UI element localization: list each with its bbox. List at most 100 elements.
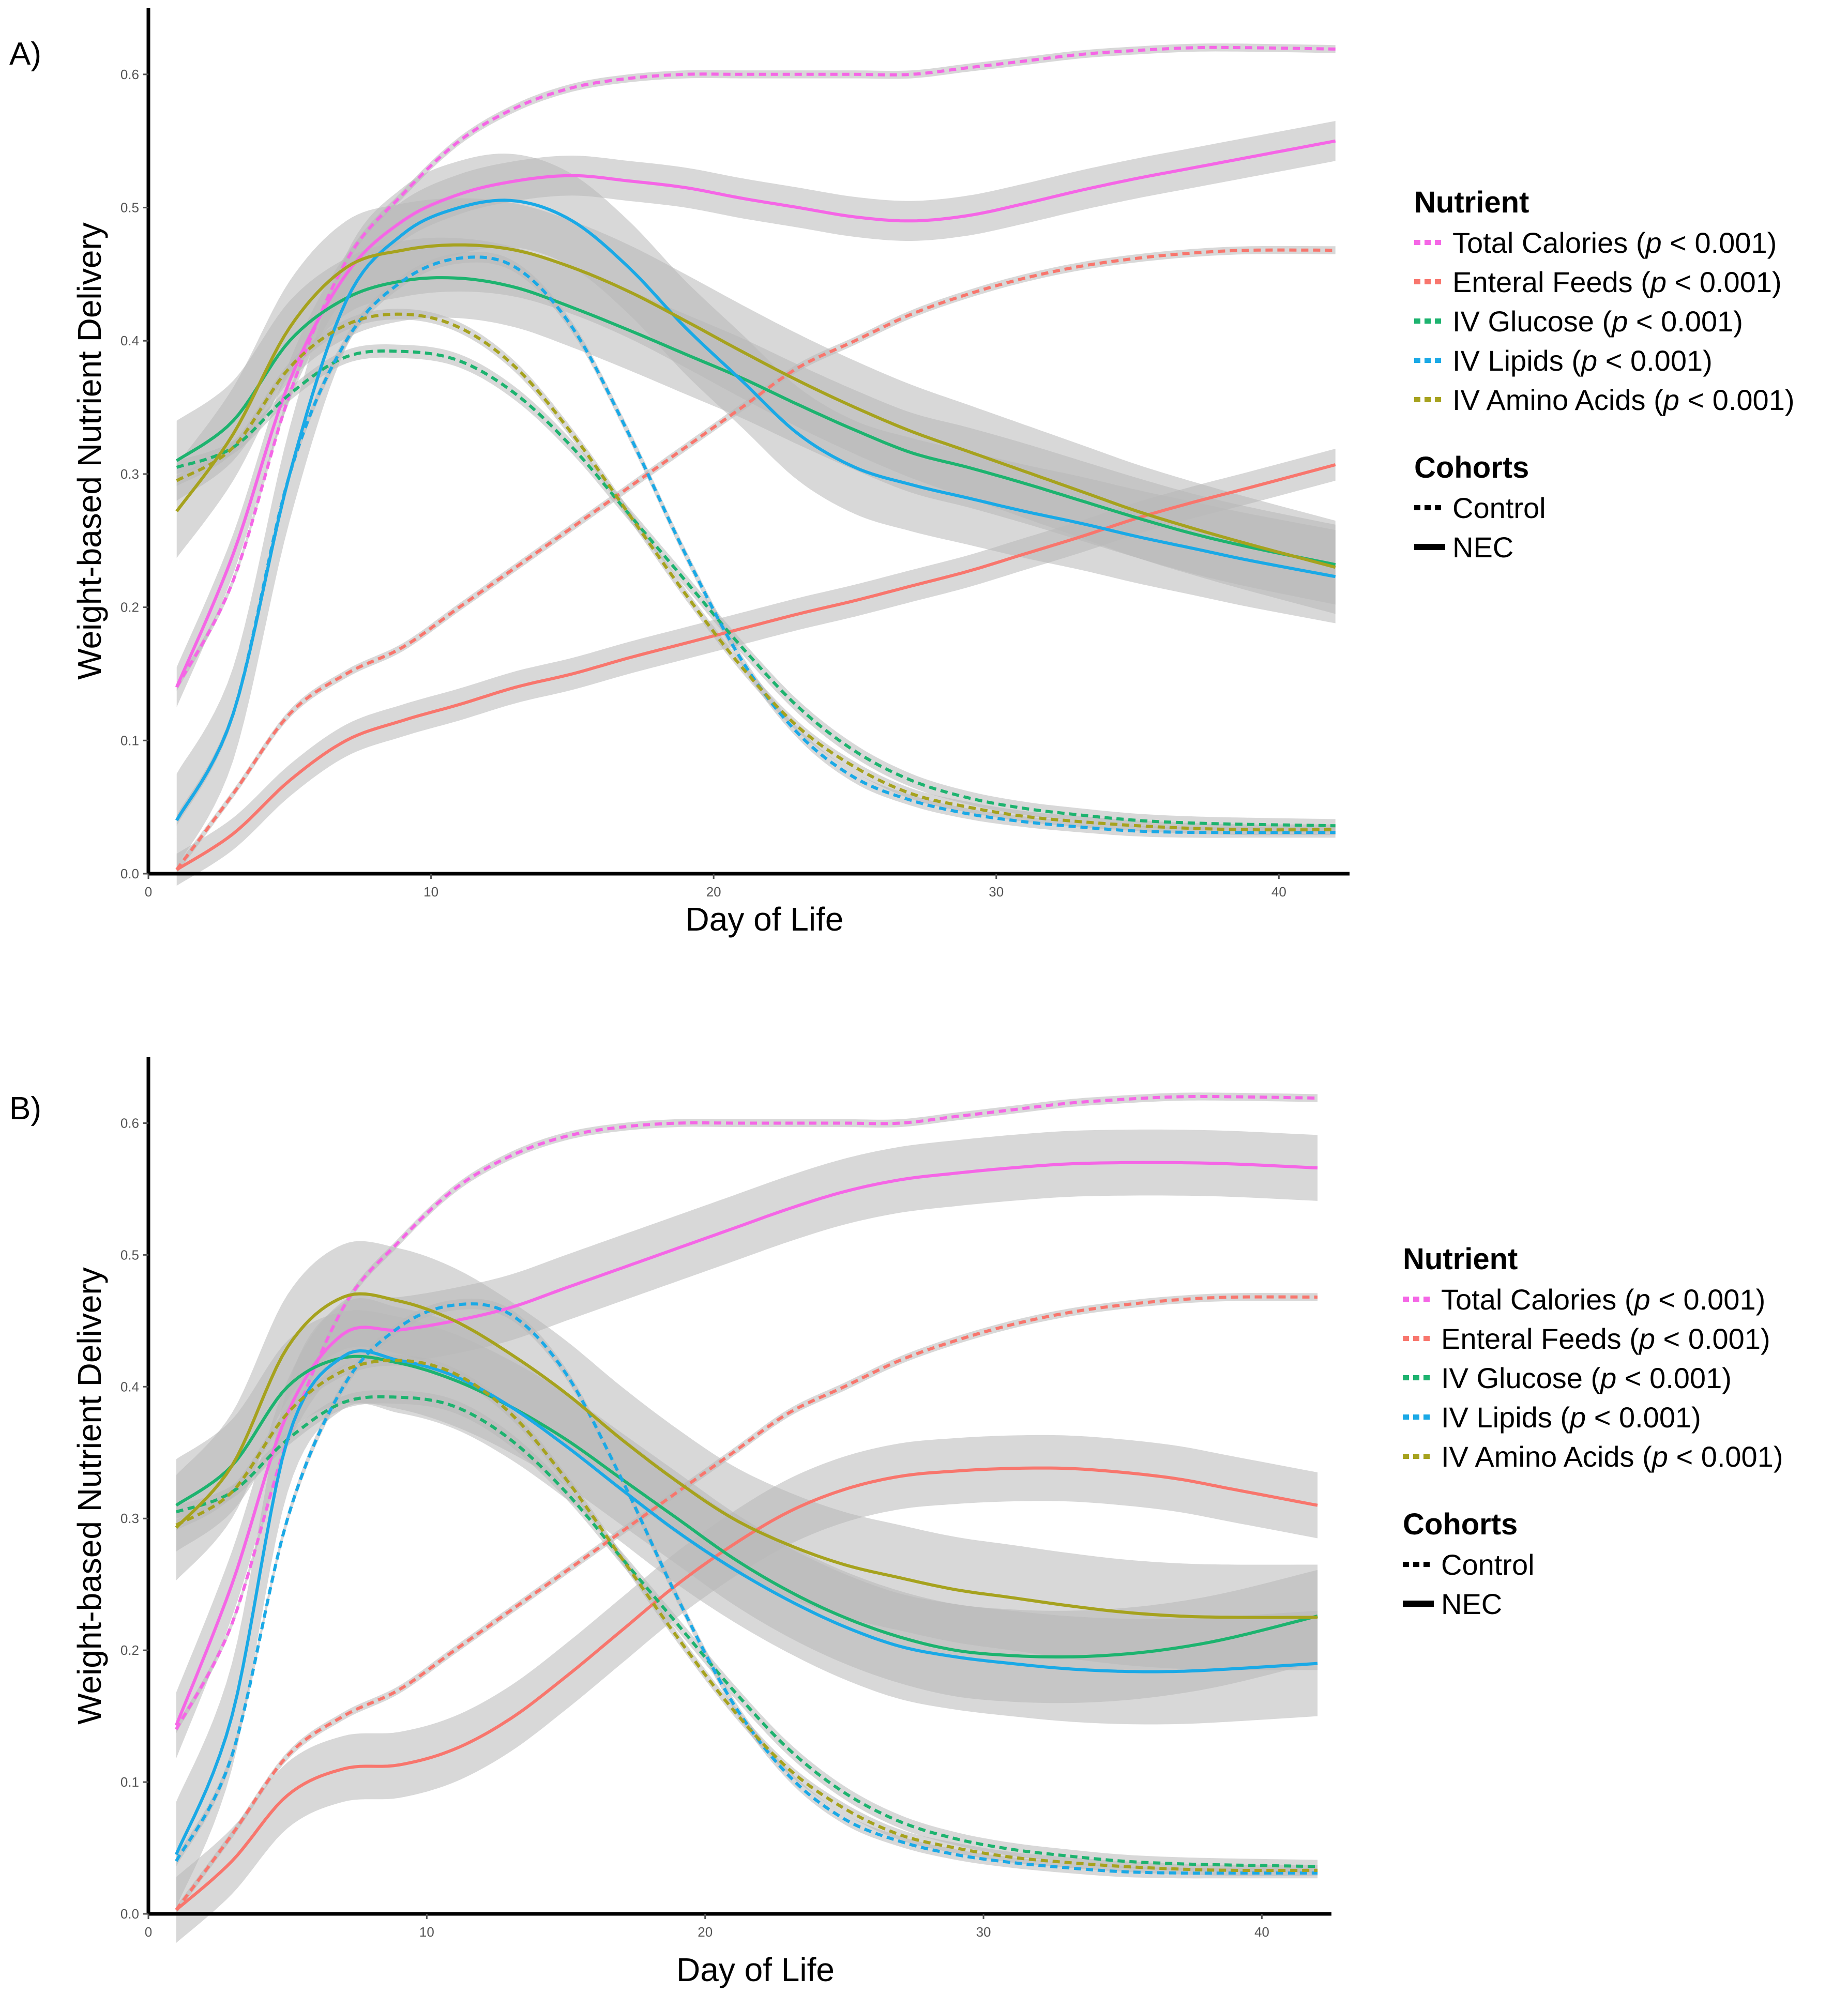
series-line-iv-lipids-control xyxy=(175,1302,1318,1875)
legend-item-label: IV Amino Acids ( xyxy=(1452,383,1663,416)
legend-item-suffix: < 0.001) xyxy=(1679,383,1795,416)
legend-item-p: p xyxy=(1663,383,1679,416)
series-line-iv-glucose-control xyxy=(175,1395,1318,1868)
legend-nutrient-title: Nutrient xyxy=(1414,186,1529,219)
legend-cohort-control: Control xyxy=(1403,1545,1783,1584)
series-line-iv-lipids-control xyxy=(175,255,1336,834)
y-tick-label: 0.4 xyxy=(120,1379,139,1394)
panel-label: A) xyxy=(9,36,41,72)
dashed-line-icon xyxy=(1403,1454,1434,1459)
series-line-iv-glucose-nec xyxy=(175,1354,1318,1658)
legend-item-label: Total Calories ( xyxy=(1441,1283,1634,1316)
legend-item-iv-lipids: IV Lipids (p < 0.001) xyxy=(1403,1397,1783,1437)
panel-label: B) xyxy=(9,1091,41,1127)
legend-panel-a: Nutrient Total Calories (p < 0.001) Enter… xyxy=(1414,185,1795,567)
dashed-line-icon xyxy=(1414,505,1445,510)
y-tick-label: 0.1 xyxy=(120,733,139,748)
x-axis-title: Day of Life xyxy=(676,1951,835,1988)
series-line-total-calories-control xyxy=(175,45,1336,688)
legend-item-total-calories: Total Calories (p < 0.001) xyxy=(1403,1280,1783,1319)
legend-item-p: p xyxy=(1581,344,1598,377)
y-axis-title: Weight-based Nutrient Delivery xyxy=(71,1267,108,1725)
legend-item-suffix: < 0.001) xyxy=(1667,265,1782,298)
legend-item-label: Enteral Feeds ( xyxy=(1441,1322,1639,1355)
legend-item-iv-glucose: IV Glucose (p < 0.001) xyxy=(1414,301,1795,341)
legend-item-label: IV Glucose ( xyxy=(1452,305,1612,338)
legend-cohort-label: NEC xyxy=(1441,1587,1503,1620)
legend-item-suffix: < 0.001) xyxy=(1628,305,1743,338)
series-line-iv-lipids-nec xyxy=(175,1349,1318,1855)
ci-band-iv-lipids-nec xyxy=(176,1298,1318,1908)
dashed-line-icon xyxy=(1403,1336,1434,1341)
chart-panel-a: A) 0.0 0.1 0.2 0.3 0.4 0.5 0.6 0 10 20 30 40 Day of L… xyxy=(9,8,1350,938)
legend-item-suffix: < 0.001) xyxy=(1616,1361,1732,1394)
series-line-enteral-feeds-nec xyxy=(175,1466,1318,1911)
legend-item-enteral-feeds: Enteral Feeds (p < 0.001) xyxy=(1403,1319,1783,1358)
legend-item-suffix: < 0.001) xyxy=(1650,1283,1766,1316)
legend-item-suffix: < 0.001) xyxy=(1597,344,1713,377)
legend-item-p: p xyxy=(1612,305,1628,338)
dashed-line-icon xyxy=(1403,1562,1434,1567)
legend-item-p: p xyxy=(1600,1361,1617,1394)
series-line-iv-amino-acids-control xyxy=(176,312,1336,832)
x-tick-label: 30 xyxy=(976,1924,991,1940)
dashed-line-icon xyxy=(1414,358,1445,363)
x-tick-label: 40 xyxy=(1271,884,1286,900)
x-tick-label: 10 xyxy=(419,1924,434,1940)
x-tick-label: 40 xyxy=(1254,1924,1269,1940)
legend-nutrient-list: Total Calories (p < 0.001) Enteral Feeds … xyxy=(1403,1280,1783,1476)
x-tick-label: 10 xyxy=(423,884,438,900)
legend-item-label: Total Calories ( xyxy=(1452,226,1646,259)
legend-item-suffix: < 0.001) xyxy=(1586,1401,1701,1434)
legend-item-total-calories: Total Calories (p < 0.001) xyxy=(1414,223,1795,262)
legend-nutrient-list: Total Calories (p < 0.001) Enteral Feeds … xyxy=(1414,223,1795,419)
series-line-iv-glucose-control xyxy=(176,349,1336,828)
y-tick-label: 0.5 xyxy=(120,200,139,216)
y-tick-label: 0.6 xyxy=(120,67,139,82)
legend-item-p: p xyxy=(1634,1283,1650,1316)
series-line-enteral-feeds-nec xyxy=(176,463,1336,871)
legend-cohorts-title: Cohorts xyxy=(1403,1508,1518,1541)
x-tick-label: 30 xyxy=(989,884,1004,900)
x-tick-label: 0 xyxy=(145,1924,152,1940)
y-tick-label: 0.4 xyxy=(120,333,139,348)
legend-panel-b: Nutrient Total Calories (p < 0.001) Enter… xyxy=(1403,1242,1783,1623)
chart-panel-b: B) 0.0 0.1 0.2 0.3 0.4 0.5 0.6 0 10 20 30 40 Day of L… xyxy=(9,1057,1331,1988)
legend-item-suffix: < 0.001) xyxy=(1668,1440,1783,1473)
legend-item-suffix: < 0.001) xyxy=(1655,1322,1770,1355)
legend-item-iv-amino-acids: IV Amino Acids (p < 0.001) xyxy=(1414,380,1795,419)
legend-nutrient-title: Nutrient xyxy=(1403,1242,1518,1276)
solid-line-icon xyxy=(1414,544,1445,550)
dashed-line-icon xyxy=(1403,1297,1434,1302)
y-tick-label: 0.2 xyxy=(120,1642,139,1658)
legend-item-p: p xyxy=(1645,226,1662,259)
dashed-line-icon xyxy=(1414,397,1445,402)
series-line-iv-lipids-nec xyxy=(175,199,1336,821)
legend-item-label: IV Amino Acids ( xyxy=(1441,1440,1652,1473)
dashed-line-icon xyxy=(1414,240,1445,245)
y-tick-label: 0.0 xyxy=(120,1906,139,1922)
legend-item-iv-lipids: IV Lipids (p < 0.001) xyxy=(1414,341,1795,380)
series-line-iv-amino-acids-control xyxy=(175,1359,1318,1873)
legend-item-label: Enteral Feeds ( xyxy=(1452,265,1650,298)
x-tick-label: 20 xyxy=(706,884,721,900)
legend-item-p: p xyxy=(1639,1322,1655,1355)
series-line-iv-amino-acids-nec xyxy=(175,1292,1318,1619)
legend-item-p: p xyxy=(1650,265,1667,298)
y-tick-label: 0.3 xyxy=(120,466,139,482)
legend-cohorts-title: Cohorts xyxy=(1414,451,1529,484)
series-line-iv-amino-acids-nec xyxy=(175,243,1336,569)
ci-band-iv-amino-acids-nec xyxy=(176,198,1336,614)
legend-item-iv-glucose: IV Glucose (p < 0.001) xyxy=(1403,1358,1783,1397)
legend-cohort-label: Control xyxy=(1452,491,1546,524)
series-line-total-calories-nec xyxy=(175,139,1336,688)
ci-band-total-calories-nec xyxy=(176,121,1336,707)
x-axis-title: Day of Life xyxy=(686,901,844,938)
legend-cohort-nec: NEC xyxy=(1414,527,1795,567)
legend-item-label: IV Lipids ( xyxy=(1452,344,1581,377)
dashed-line-icon xyxy=(1403,1375,1434,1380)
y-tick-label: 0.5 xyxy=(120,1247,139,1262)
ci-band-iv-glucose-control xyxy=(176,344,1336,833)
dashed-line-icon xyxy=(1414,279,1445,284)
